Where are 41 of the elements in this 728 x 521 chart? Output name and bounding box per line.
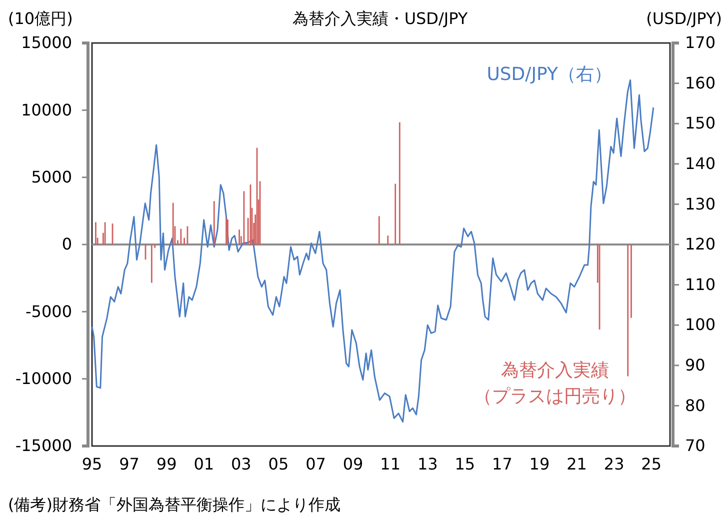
y2-tick-label: 140 (685, 154, 716, 174)
y2-tick-label: 130 (685, 194, 716, 214)
x-tick-label: 95 (82, 454, 102, 474)
series-label: USD/JPY（右） (486, 64, 612, 85)
x-tick-label: 21 (566, 454, 587, 474)
x-tick-label: 13 (417, 454, 438, 474)
x-tick-label: 97 (119, 454, 140, 474)
chart-title: 為替介入実績・USD/JPY (292, 9, 468, 28)
y2-tick-label: 80 (685, 396, 706, 415)
x-tick-label: 15 (454, 454, 476, 474)
x-tick-label: 99 (156, 454, 177, 474)
x-tick-label: 23 (604, 454, 624, 474)
series-label: 為替介入実績 (501, 360, 609, 381)
y2-tick-label: 90 (685, 356, 706, 375)
x-tick-label: 07 (306, 454, 326, 474)
y2-tick-label: 150 (685, 114, 716, 133)
y2-tick-label: 110 (685, 274, 716, 294)
x-tick-label: 01 (194, 454, 214, 474)
x-tick-label: 25 (641, 454, 662, 474)
y2-tick-label: 70 (685, 436, 706, 456)
x-tick-label: 05 (268, 454, 289, 474)
y2-tick-label: 100 (685, 315, 716, 334)
x-tick-label: 11 (380, 454, 400, 474)
x-tick-label: 03 (230, 454, 252, 474)
y-tick-label: -5000 (26, 302, 72, 321)
y-tick-label: 0 (62, 234, 72, 254)
y-tick-label: 15000 (21, 33, 72, 52)
y2-axis-title: (USD/JPY) (646, 9, 722, 28)
y-tick-label: -15000 (15, 436, 72, 456)
x-tick-label: 09 (342, 454, 364, 474)
y-tick-label: -10000 (15, 368, 72, 388)
y-axis-title: (10億円) (8, 9, 73, 28)
x-tick-label: 19 (529, 454, 550, 474)
y2-tick-label: 160 (685, 73, 716, 92)
y2-tick-label: 120 (685, 234, 716, 254)
x-tick-label: 17 (492, 454, 512, 474)
text: (備考)財務省「外国為替平衡操作」により作成 (8, 495, 340, 514)
y-tick-label: 10000 (21, 100, 72, 120)
annotation: （プラスは円売り） (474, 386, 636, 407)
y-tick-label: 5000 (31, 167, 72, 186)
y2-tick-label: 170 (685, 33, 716, 52)
